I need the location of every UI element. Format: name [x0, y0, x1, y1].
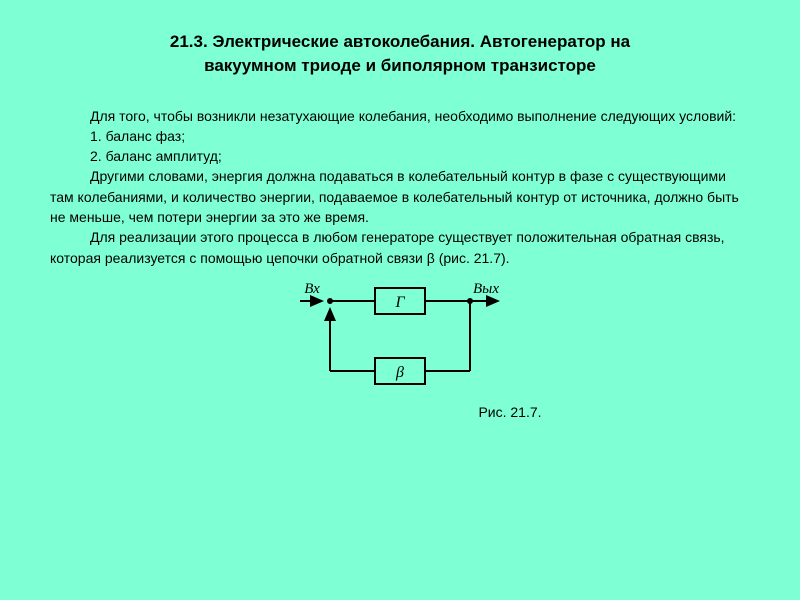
- diagram-container: Г Вх Вых β: [50, 276, 750, 396]
- title-line-1: 21.3. Электрические автоколебания. Автог…: [50, 30, 750, 54]
- feedback-diagram: Г Вх Вых β: [290, 276, 510, 396]
- svg-text:β: β: [395, 364, 404, 381]
- condition-2: 2. баланс амплитуд;: [50, 146, 750, 166]
- paragraph-2: Другими словами, энергия должна подавать…: [50, 166, 750, 227]
- section-title: 21.3. Электрические автоколебания. Автог…: [50, 30, 750, 78]
- svg-text:Вх: Вх: [304, 281, 320, 297]
- svg-text:Вых: Вых: [473, 281, 499, 297]
- intro-paragraph: Для того, чтобы возникли незатухающие ко…: [50, 106, 750, 126]
- condition-1: 1. баланс фаз;: [50, 126, 750, 146]
- svg-text:Г: Г: [394, 294, 405, 311]
- paragraph-3: Для реализации этого процесса в любом ге…: [50, 227, 750, 268]
- figure-caption: Рис. 21.7.: [270, 404, 750, 420]
- title-line-2: вакуумном триоде и биполярном транзистор…: [50, 54, 750, 78]
- body-content: Для того, чтобы возникли незатухающие ко…: [50, 106, 750, 268]
